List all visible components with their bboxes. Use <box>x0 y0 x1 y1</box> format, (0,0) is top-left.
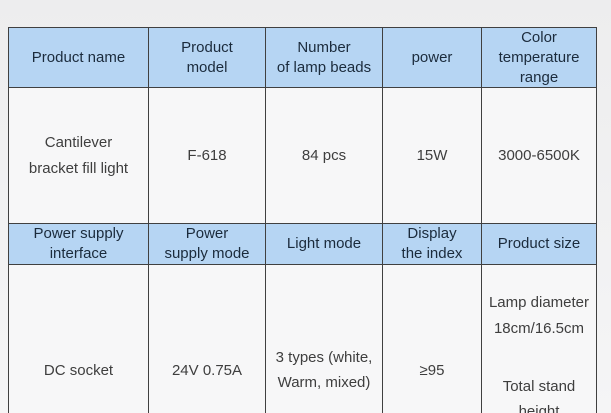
data-row-2: DC socket 24V 0.75A 3 types (white, Warm… <box>8 263 597 413</box>
cell-product-model-value: F-618 <box>148 87 266 225</box>
cell-light-mode-value: 3 types (white, Warm, mixed) <box>265 263 383 413</box>
header-cell-power-supply-mode: Power supply mode <box>148 223 266 265</box>
cell-lamp-beads-value: 84 pcs <box>265 87 383 225</box>
cell-display-index-value: ≥95 <box>382 263 482 413</box>
header-cell-lamp-beads: Number of lamp beads <box>265 26 383 89</box>
header-cell-power: power <box>382 26 482 89</box>
product-spec-table: Product name Product model Number of lam… <box>8 26 597 413</box>
cell-power-supply-mode-value: 24V 0.75A <box>148 263 266 413</box>
cell-power-supply-interface-value: DC socket <box>8 263 149 413</box>
cell-color-temperature-value: 3000-6500K <box>481 87 597 225</box>
header-cell-product-name: Product name <box>8 26 149 89</box>
header-cell-power-supply-interface: Power supply interface <box>8 223 149 265</box>
header-row-1: Product name Product model Number of lam… <box>8 26 597 89</box>
header-cell-product-size: Product size <box>481 223 597 265</box>
cell-product-name-value: Cantilever bracket fill light <box>8 87 149 225</box>
header-row-2: Power supply interface Power supply mode… <box>8 223 597 265</box>
cell-power-value: 15W <box>382 87 482 225</box>
product-size-stand-height: Total stand height 74.5cm <box>502 377 576 413</box>
cell-product-size-value: Lamp diameter 18cm/16.5cm Total stand he… <box>481 263 597 413</box>
header-cell-color-temperature-range: Color temperature range <box>481 26 597 89</box>
data-row-1: Cantilever bracket fill light F-618 84 p… <box>8 87 597 225</box>
header-cell-light-mode: Light mode <box>265 223 383 265</box>
header-cell-display-index: Display the index <box>382 223 482 265</box>
product-size-lamp-diameter: Lamp diameter 18cm/16.5cm <box>488 294 590 337</box>
header-cell-product-model: Product model <box>148 26 266 89</box>
